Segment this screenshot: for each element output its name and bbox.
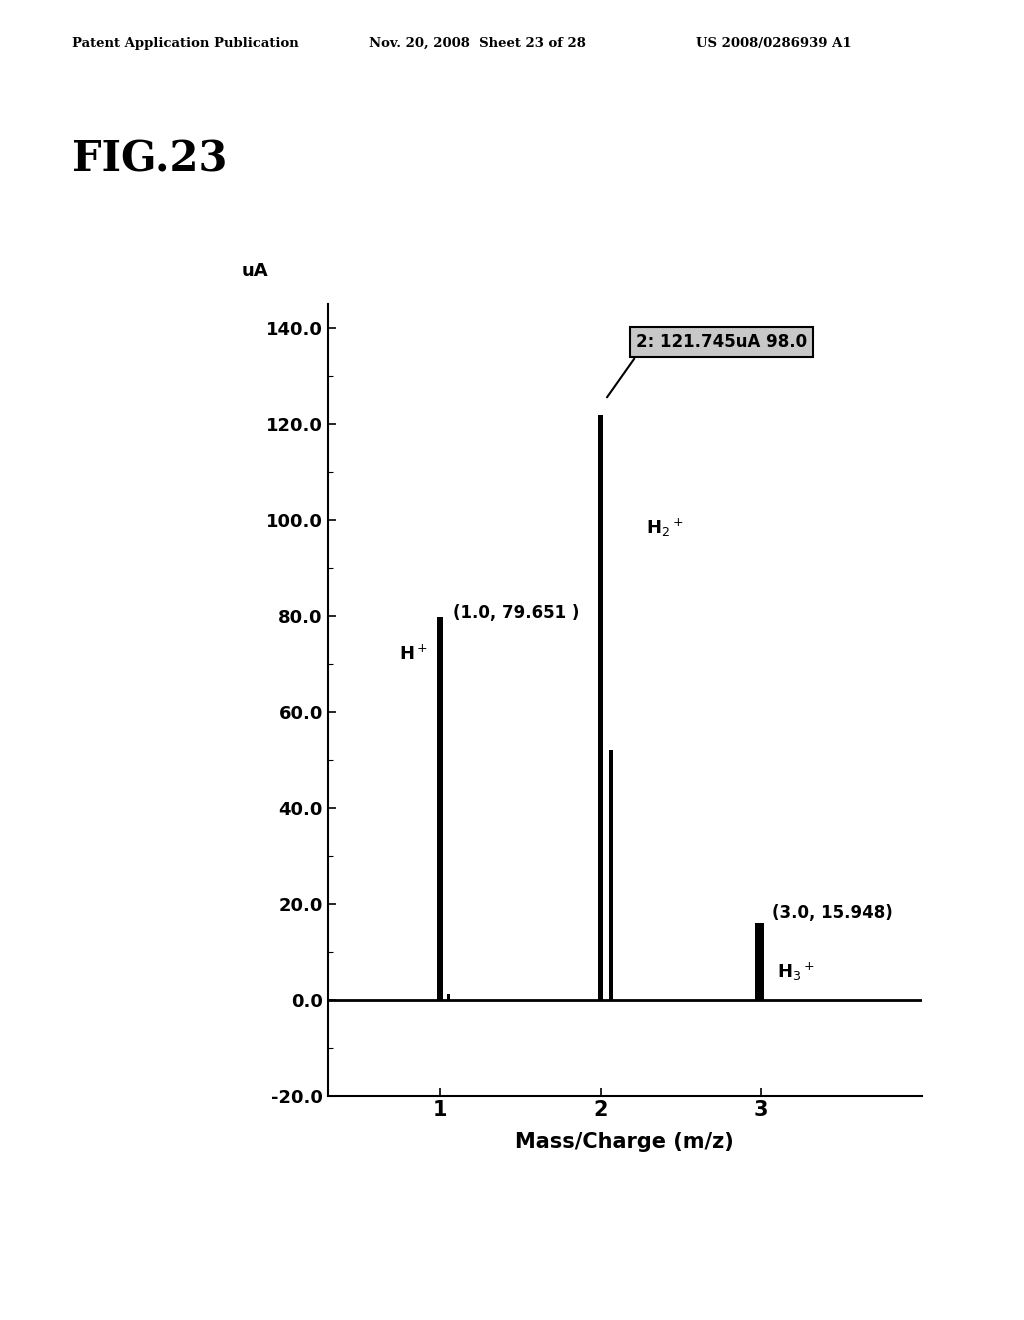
Text: US 2008/0286939 A1: US 2008/0286939 A1	[696, 37, 852, 50]
Text: Nov. 20, 2008  Sheet 23 of 28: Nov. 20, 2008 Sheet 23 of 28	[369, 37, 586, 50]
Text: 2: 121.745uA 98.0: 2: 121.745uA 98.0	[636, 333, 807, 351]
Bar	[437, 618, 442, 999]
Text: FIG.23: FIG.23	[72, 139, 227, 181]
Text: H$^+$: H$^+$	[399, 644, 428, 664]
Bar	[598, 416, 603, 999]
X-axis label: Mass/Charge (m/z): Mass/Charge (m/z)	[515, 1131, 734, 1151]
Text: uA: uA	[242, 261, 268, 280]
Text: H$_3$$^+$: H$_3$$^+$	[777, 961, 815, 983]
Bar	[755, 923, 758, 999]
Bar	[609, 750, 612, 999]
Text: Patent Application Publication: Patent Application Publication	[72, 37, 298, 50]
Bar	[758, 923, 764, 999]
Bar	[447, 994, 451, 999]
Text: (1.0, 79.651 ): (1.0, 79.651 )	[453, 605, 580, 622]
Text: (3.0, 15.948): (3.0, 15.948)	[772, 904, 893, 923]
Text: H$_2$$^+$: H$_2$$^+$	[645, 516, 683, 539]
